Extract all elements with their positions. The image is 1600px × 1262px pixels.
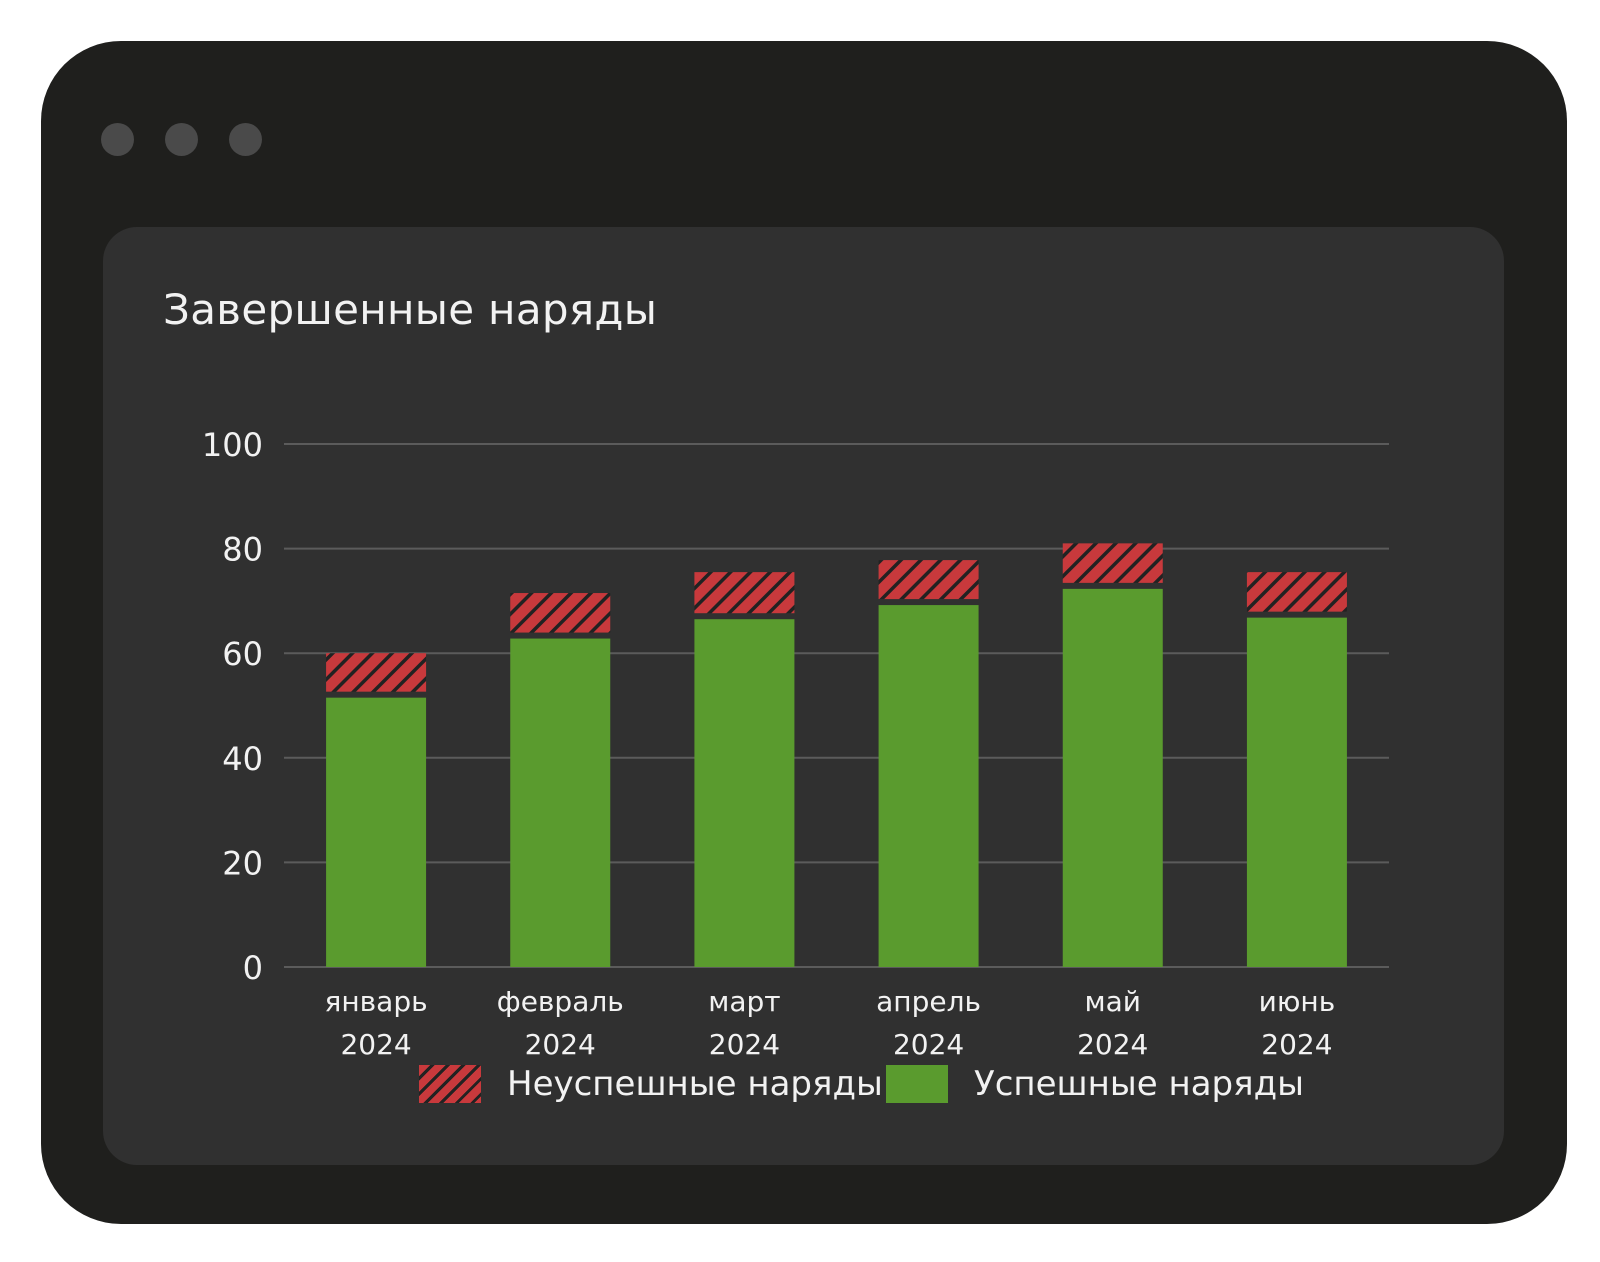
y-tick-label: 60: [222, 635, 263, 673]
y-axis-ticks: 0 20 40 60 80 100: [202, 426, 263, 987]
bar-success: [1062, 588, 1163, 967]
bar-success: [510, 638, 611, 967]
bar-success: [694, 619, 795, 967]
x-tick-label: март 2024: [708, 985, 780, 1061]
legend-item-success[interactable]: Успешные наряды: [886, 1059, 1304, 1109]
y-tick-label: 40: [222, 740, 263, 778]
x-tick-label: апрель 2024: [876, 985, 981, 1061]
bar-failed: [878, 560, 979, 600]
bar-failed: [694, 572, 795, 614]
legend-item-failed[interactable]: Неуспешные наряды: [419, 1059, 883, 1109]
bar-failed: [510, 593, 611, 633]
window-control-dot[interactable]: [165, 123, 198, 156]
y-tick-label: 100: [202, 426, 263, 464]
bar-success: [878, 605, 979, 967]
chart-title: Завершенные наряды: [163, 285, 658, 334]
legend-swatch-success: [886, 1065, 948, 1103]
y-tick-label: 20: [222, 844, 263, 882]
x-axis-ticks: январь 2024 февраль 2024 март 2024 апрель 2024 м…: [325, 985, 1336, 1061]
y-tick-label: 0: [243, 949, 263, 987]
app-window: Завершенные наряды 0 20 40 60 80 100 январь 20…: [41, 41, 1567, 1224]
legend-swatch-failed: [419, 1065, 481, 1103]
x-tick-label: январь 2024: [325, 985, 428, 1061]
legend-label-failed: Неуспешные наряды: [507, 1064, 883, 1104]
bars: [326, 543, 1347, 967]
bar-failed: [1062, 543, 1163, 583]
x-tick-label: май 2024: [1077, 985, 1148, 1061]
bar-failed: [1246, 572, 1347, 612]
y-tick-label: 80: [222, 531, 263, 569]
x-tick-label: февраль 2024: [497, 985, 624, 1061]
window-control-dot[interactable]: [229, 123, 262, 156]
legend-label-success: Успешные наряды: [974, 1064, 1304, 1104]
legend: Неуспешные наряды Успешные наряды: [103, 1059, 1504, 1109]
bar-failed: [326, 653, 427, 692]
bar-success: [1246, 617, 1347, 967]
x-tick-label: июнь 2024: [1259, 985, 1336, 1061]
bar-success: [326, 697, 427, 967]
chart-card: Завершенные наряды 0 20 40 60 80 100 январь 20…: [103, 227, 1504, 1165]
grid-lines: [284, 443, 1389, 968]
bar-chart: 0 20 40 60 80 100 январь 2024 февраль 2024 март 20…: [202, 426, 1389, 1061]
window-control-dot[interactable]: [101, 123, 134, 156]
